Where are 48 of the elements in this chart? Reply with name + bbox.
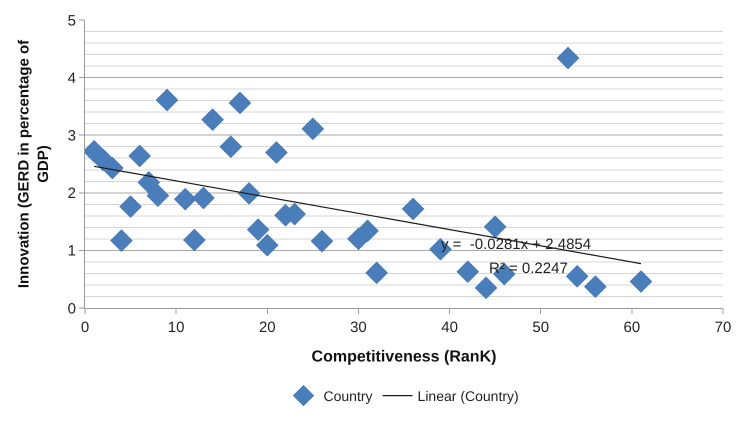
y-tick-label: 0: [68, 300, 76, 318]
point: [474, 276, 498, 300]
y-tick-label: 2: [68, 185, 76, 202]
point: [283, 202, 306, 226]
point: [128, 144, 151, 168]
point: [302, 118, 324, 140]
x-tick-label: 60: [624, 319, 640, 336]
point: [556, 46, 580, 70]
y-tick-label: 1: [68, 242, 76, 260]
x-tick-label: 20: [258, 319, 276, 336]
point: [138, 171, 160, 194]
point: [566, 265, 588, 288]
point: [246, 218, 270, 241]
point: [174, 188, 197, 210]
point: [192, 186, 215, 210]
point: [110, 229, 133, 252]
y-tick-label: 3: [68, 127, 76, 144]
point: [630, 270, 652, 293]
legend-label: Country: [324, 388, 373, 404]
point: [228, 92, 252, 114]
y-tick-label: 4: [68, 70, 76, 87]
x-tick-label: 40: [441, 319, 458, 336]
legend-label: Linear (Country): [418, 388, 519, 404]
point: [238, 182, 260, 205]
point: [146, 184, 170, 207]
x-tick-label: 30: [350, 319, 367, 336]
x-axis-title: Competitiveness (RanK): [312, 348, 496, 366]
point: [310, 230, 334, 252]
point: [101, 156, 124, 180]
point: [365, 262, 388, 284]
point: [584, 275, 607, 298]
point: [156, 88, 178, 112]
point: [256, 234, 279, 257]
point: [119, 195, 142, 218]
x-tick-label: 70: [714, 319, 732, 336]
x-tick-label: 10: [168, 319, 184, 336]
point: [201, 108, 224, 131]
x-tick-label: 50: [532, 319, 550, 336]
y-tick-label: 5: [68, 12, 76, 30]
point: [265, 141, 288, 164]
point: [220, 135, 242, 158]
point: [484, 215, 506, 238]
point: [183, 228, 206, 252]
point: [356, 220, 379, 242]
point: [402, 198, 424, 220]
y-axis-title: Innovation (GERD in percentage of GDP): [15, 38, 52, 288]
x-tick-label: 0: [80, 319, 90, 336]
point: [456, 260, 480, 284]
